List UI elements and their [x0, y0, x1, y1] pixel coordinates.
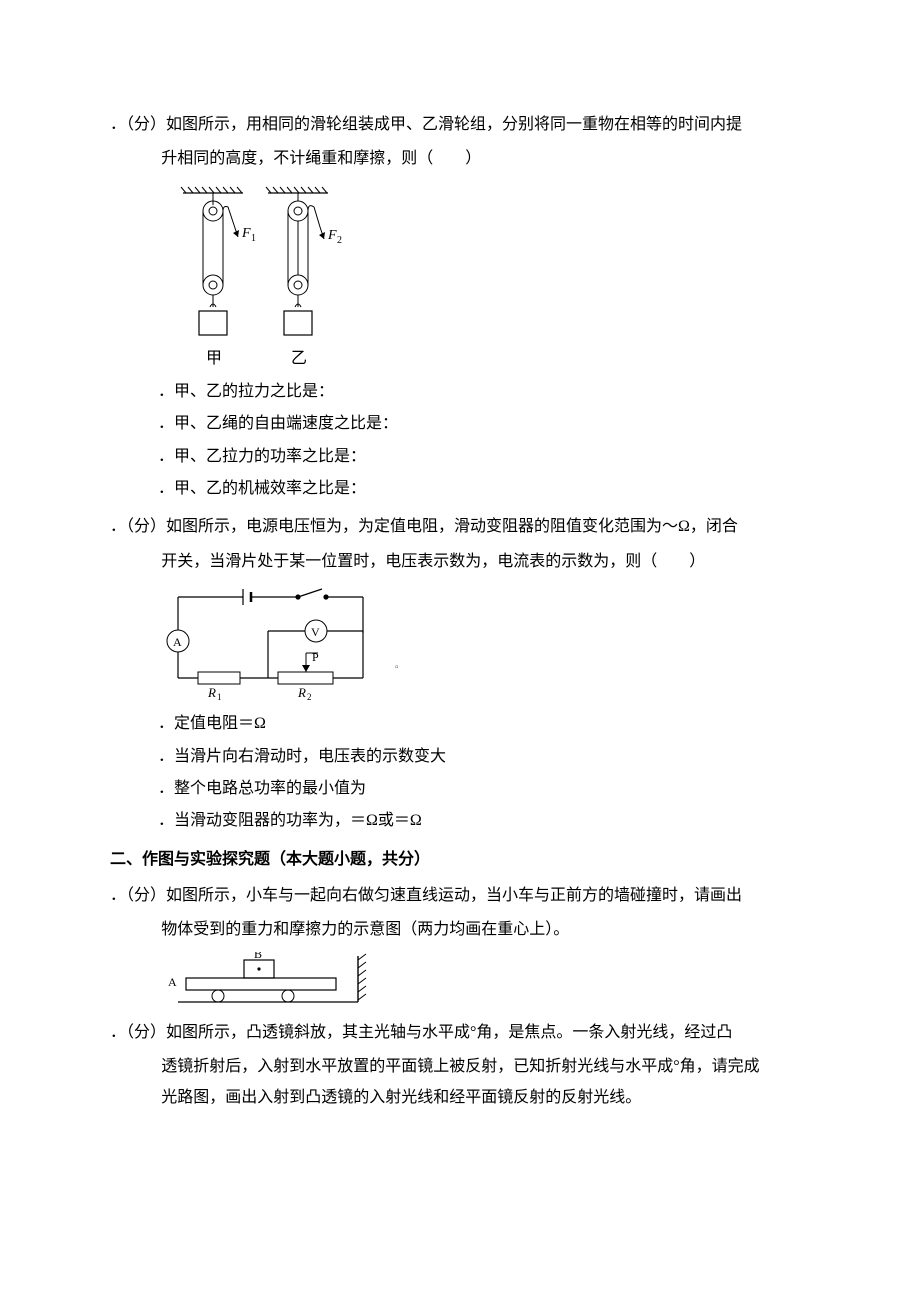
question-9: ．（分）如图所示，用相同的滑轮组装成甲、乙滑轮组，分别将同一重物在相等的时间内提… [110, 110, 810, 504]
r1-sub: 1 [217, 692, 222, 702]
q9-figure: F 1 甲 [110, 181, 810, 371]
voltmeter-icon: V [311, 625, 320, 639]
page-marker-icon: ▫ [395, 658, 399, 677]
q10-opt-c: ．整个电路总功率的最小值为 [158, 774, 810, 804]
q9-opt-c: ．甲、乙拉力的功率之比是： [158, 442, 810, 472]
section-2-header: 二、作图与实验探究题（本大题小题，共分） [110, 845, 810, 875]
p-label: P [312, 650, 319, 664]
f1-sub: 1 [251, 233, 256, 244]
q9-stem-line1: ．（分）如图所示，用相同的滑轮组装成甲、乙滑轮组，分别将同一重物在相等的时间内提 [110, 110, 810, 140]
question-10: ．（分）如图所示，电源电压恒为，为定值电阻，滑动变阻器的阻值变化范围为～Ω，闭合… [110, 512, 810, 836]
q9-opt-d: ．甲、乙的机械效率之比是： [158, 474, 810, 504]
q10-opt-a: ．定值电阻＝Ω [158, 709, 810, 739]
q10-stem-line1: ．（分）如图所示，电源电压恒为，为定值电阻，滑动变阻器的阻值变化范围为～Ω，闭合 [110, 512, 810, 542]
yi-label: 乙 [291, 350, 307, 367]
q12-stem-line3: 光路图，画出入射到凸透镜的入射光线和经平面镜反射的反射光线。 [110, 1083, 810, 1113]
q10-figure: A R 1 P R 2 V [110, 583, 810, 703]
cart-diagram: B A [158, 952, 388, 1010]
f2-label: F [327, 228, 337, 243]
pulley-diagram: F 1 甲 [158, 181, 358, 371]
q9-opt-b: ．甲、乙绳的自由端速度之比是： [158, 409, 810, 439]
r1-label: R [207, 685, 216, 700]
question-12: ．（分）如图所示，凸透镜斜放，其主光轴与水平成°角，是焦点。一条入射光线，经过凸… [110, 1018, 810, 1113]
q11-stem-line1: ．（分）如图所示，小车与一起向右做匀速直线运动，当小车与正前方的墙碰撞时，请画出 [110, 881, 810, 911]
r2-sub: 2 [307, 692, 312, 702]
q11-figure: B A [110, 952, 810, 1010]
q10-opt-b: ．当滑片向右滑动时，电压表的示数变大 [158, 742, 810, 772]
circuit-diagram: A R 1 P R 2 V [158, 583, 388, 703]
jia-label: 甲 [206, 350, 222, 367]
q9-opt-a: ．甲、乙的拉力之比是： [158, 377, 810, 407]
q12-stem-line1: ．（分）如图所示，凸透镜斜放，其主光轴与水平成°角，是焦点。一条入射光线，经过凸 [110, 1018, 810, 1048]
q10-opt-d: ．当滑动变阻器的功率为，＝Ω或＝Ω [158, 806, 810, 836]
question-11: ．（分）如图所示，小车与一起向右做匀速直线运动，当小车与正前方的墙碰撞时，请画出… [110, 881, 810, 1010]
f1-label: F [241, 226, 251, 241]
r2-label: R [297, 685, 306, 700]
q11-stem-line2: 物体受到的重力和摩擦力的示意图（两力均画在重心上）。 [110, 915, 810, 945]
q10-stem-line2: 开关，当滑片处于某一位置时，电压表示数为，电流表的示数为，则（ ） [110, 547, 810, 577]
b-label: B [254, 952, 262, 961]
q12-stem-line2: 透镜折射后，入射到水平放置的平面镜上被反射，已知折射光线与水平成°角，请完成 [110, 1052, 810, 1082]
q10-options: ．定值电阻＝Ω ．当滑片向右滑动时，电压表的示数变大 ．整个电路总功率的最小值为… [110, 709, 810, 837]
a-label: A [168, 975, 177, 989]
f2-sub: 2 [337, 235, 342, 246]
q9-stem-line2: 升相同的高度，不计绳重和摩擦，则（ ） [110, 144, 810, 174]
ammeter-icon: A [173, 635, 182, 649]
q9-options: ．甲、乙的拉力之比是： ．甲、乙绳的自由端速度之比是： ．甲、乙拉力的功率之比是… [110, 377, 810, 505]
